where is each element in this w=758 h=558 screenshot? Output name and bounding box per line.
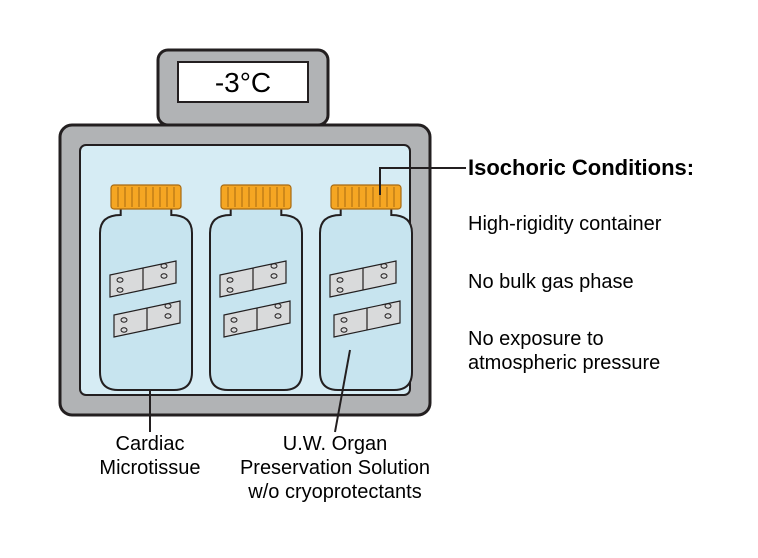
label-left: Cardiac (116, 433, 185, 455)
jar (320, 185, 412, 390)
diagram-svg: -3°C Isochoric Conditions: High-rigidity c… (0, 0, 758, 558)
jar-body (320, 205, 412, 390)
side-title: Isochoric Conditions: (468, 155, 694, 180)
label-right: Preservation Solution (240, 457, 430, 479)
label-left: Microtissue (99, 457, 200, 479)
label-right: w/o cryoprotectants (247, 481, 421, 503)
side-line: High-rigidity container (468, 213, 662, 235)
label-right: U.W. Organ (283, 433, 387, 455)
side-line: No exposure to (468, 328, 604, 350)
jar-body (210, 205, 302, 390)
temp-readout: -3°C (215, 67, 271, 98)
jar (100, 185, 192, 390)
side-line: No bulk gas phase (468, 271, 634, 293)
jar-body (100, 205, 192, 390)
diagram-root: -3°C Isochoric Conditions: High-rigidity c… (0, 0, 758, 558)
side-line: atmospheric pressure (468, 352, 660, 374)
jar (210, 185, 302, 390)
